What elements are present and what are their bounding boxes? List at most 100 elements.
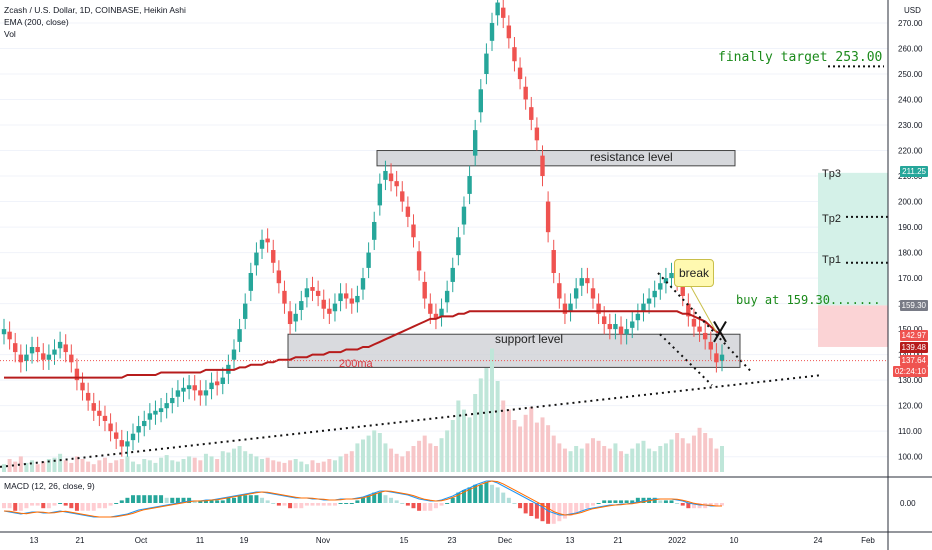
macd-histogram-bar [675,503,680,504]
candle-body [69,354,74,363]
macd-histogram-bar [86,503,91,511]
volume-bar [7,459,12,472]
macd-histogram-bar [226,497,231,503]
volume-bar [349,451,354,472]
macd-histogram-bar [484,482,489,503]
macd-histogram-bar [147,495,152,503]
candle-body [136,426,141,433]
volume-bar [585,443,590,472]
x-tick-label: Feb [861,536,875,545]
volume-bar [164,455,169,472]
macd-histogram-bar [327,503,332,506]
y-tick-label: 120.00 [898,402,923,411]
macd-histogram-bar [41,503,46,509]
candle-body [360,278,366,290]
candle-body [686,303,691,317]
macd-zero-label: 0.00 [900,499,916,508]
y-tick-label: 220.00 [898,147,923,156]
x-tick-label: 21 [614,536,623,545]
volume-bar [478,378,483,472]
macd-histogram-bar [209,500,214,503]
candle-body [231,349,237,360]
candle-body [142,420,147,427]
volume-bar [691,435,696,472]
candle-body [372,221,377,240]
y-tick-label: 260.00 [898,44,923,53]
volume-bar [383,443,388,472]
candle-body [444,290,450,303]
candle-body [332,303,338,312]
macd-histogram-bar [518,503,523,509]
ema200-line [4,310,723,379]
macd-histogram-bar [422,503,427,511]
volume-indicator-label[interactable]: Vol [4,29,16,39]
tp3-price-tag: 211.25 [900,166,928,177]
macd-histogram-bar [164,497,169,503]
macd-histogram-bar [293,503,298,509]
macd-histogram-bar [461,490,466,503]
candle-body [349,298,354,304]
candle-body [517,67,523,80]
macd-indicator-label[interactable]: MACD (12, 26, close, 9) [4,481,95,491]
macd-histogram-bar [282,503,287,506]
volume-bar [304,464,309,472]
candle-body [545,201,551,233]
macd-histogram-bar [669,500,674,503]
volume-bar [58,453,63,472]
volume-bar [680,438,685,472]
macd-histogram-bar [658,500,663,503]
y-tick-label: 130.00 [898,376,923,385]
break-callout-pointer [689,284,717,332]
macd-histogram-bar [175,497,180,503]
ema-indicator-label[interactable]: EMA (200, close) [4,17,69,27]
y-tick-label: 200.00 [898,198,923,207]
macd-histogram-bar [125,497,130,503]
volume-bar [24,462,29,472]
macd-histogram-bar [114,503,119,504]
x-tick-label: 11 [196,536,205,545]
macd-histogram-bar [299,503,304,509]
macd-histogram-bar [697,503,702,509]
volume-bar [276,461,281,472]
macd-histogram-bar [304,503,309,506]
x-tick-label: 19 [240,536,249,545]
volume-bar [624,453,629,472]
volume-bar [663,443,668,472]
candle-body [579,278,584,286]
volume-bar [265,457,270,472]
volume-bar [428,443,433,472]
candle-body [658,283,663,290]
candle-body [259,239,265,249]
volume-bar [237,446,242,472]
candle-body [237,329,242,342]
macd-histogram-bar [237,495,242,503]
macd-histogram-bar [630,500,635,503]
volume-bar [540,417,545,472]
falling-trendline-lower [659,333,713,386]
breakout-mark-b [713,320,727,343]
candle-body [338,293,343,302]
symbol-title[interactable]: Zcash / U.S. Dollar, 1D, COINBASE, Heiki… [4,5,186,15]
volume-bar [467,417,472,472]
macd-histogram-bar [192,500,197,503]
break-label: break [678,266,710,280]
volume-bar [635,443,640,472]
candle-body [501,7,506,18]
candle-body [523,86,528,100]
volume-bar [602,446,607,472]
macd-histogram-bar [389,497,394,503]
candle-body [534,127,540,141]
candle-body [456,237,461,256]
candle-body [97,410,102,416]
volume-bar [439,438,444,472]
macd-histogram-bar [321,503,326,506]
volume-bar [529,407,534,472]
x-tick-label: 21 [76,536,85,545]
macd-histogram-bar [579,503,584,511]
macd-histogram-bar [220,500,225,503]
candle-body [46,354,52,360]
candle-body [607,324,613,330]
volume-bar [344,453,349,472]
macd-histogram-bar [30,503,35,506]
